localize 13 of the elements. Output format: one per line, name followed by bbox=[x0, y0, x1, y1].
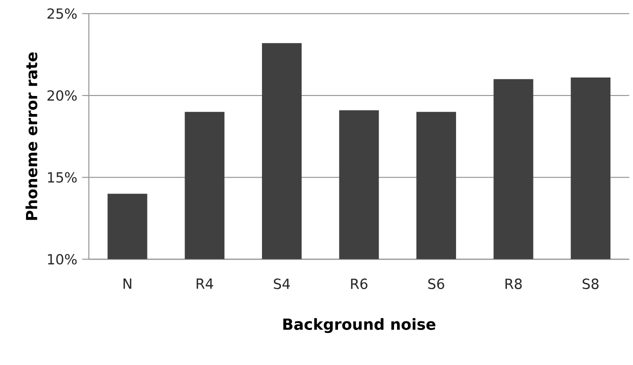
y-tick-label: 15% bbox=[48, 172, 77, 183]
x-tick-label: S8 bbox=[582, 278, 599, 290]
x-tick-label: N bbox=[124, 278, 132, 289]
x-axis-title: Background noise bbox=[283, 318, 436, 334]
y-tick-label: 10% bbox=[48, 254, 77, 264]
x-tick-label: R8 bbox=[506, 278, 522, 290]
y-tick-label: 20% bbox=[48, 90, 77, 101]
x-tick-label: R6 bbox=[351, 278, 368, 290]
y-tick-label: 25% bbox=[48, 8, 77, 19]
x-tick-label: R4 bbox=[196, 278, 214, 289]
x-tick-label: S6 bbox=[428, 278, 444, 290]
y-axis-title: Phoneme error rate bbox=[26, 52, 38, 220]
x-tick-label: S4 bbox=[274, 278, 290, 290]
